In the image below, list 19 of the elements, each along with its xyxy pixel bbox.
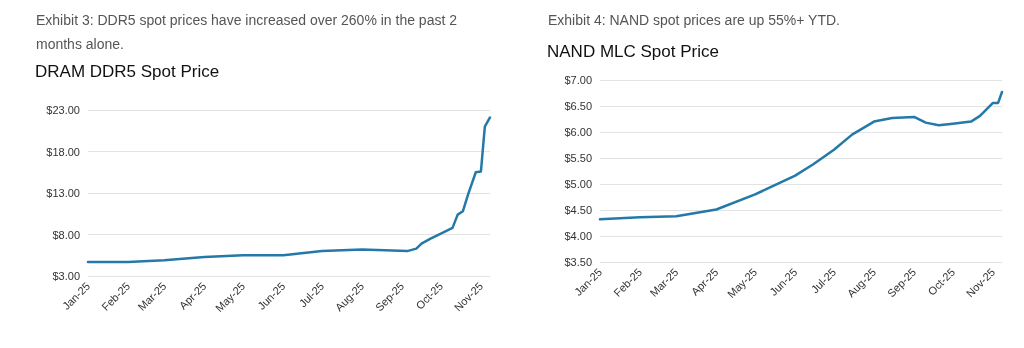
chart-title: DRAM DDR5 Spot Price [35, 62, 220, 81]
y-tick-label: $4.00 [564, 230, 592, 242]
line-series [598, 90, 1004, 221]
y-tick-label: $6.00 [564, 126, 592, 138]
chart-subtitle: Exhibit 3: DDR5 spot prices have increased over 260% in the past 2 months alone. [36, 11, 458, 54]
y-tick-label: $13.00 [46, 187, 80, 199]
y-tick-label: $4.50 [564, 204, 592, 216]
y-tick-label: $3.50 [564, 256, 592, 268]
y-tick-label: $6.50 [564, 100, 592, 112]
line-series [86, 116, 492, 264]
y-tick-label: $8.00 [52, 228, 80, 241]
y-tick-label: $5.50 [564, 152, 592, 164]
y-tick-label: $7.00 [564, 74, 592, 86]
y-tick-label: $3.00 [52, 270, 80, 282]
y-tick-label: $5.00 [564, 178, 592, 190]
chart-subtitle: Exhibit 4: NAND spot prices are up 55%+ YTD. [548, 11, 841, 30]
chart-title: NAND MLC Spot Price [547, 42, 719, 61]
y-tick-label: $23.00 [46, 104, 80, 116]
y-tick-label: $18.00 [46, 145, 80, 158]
